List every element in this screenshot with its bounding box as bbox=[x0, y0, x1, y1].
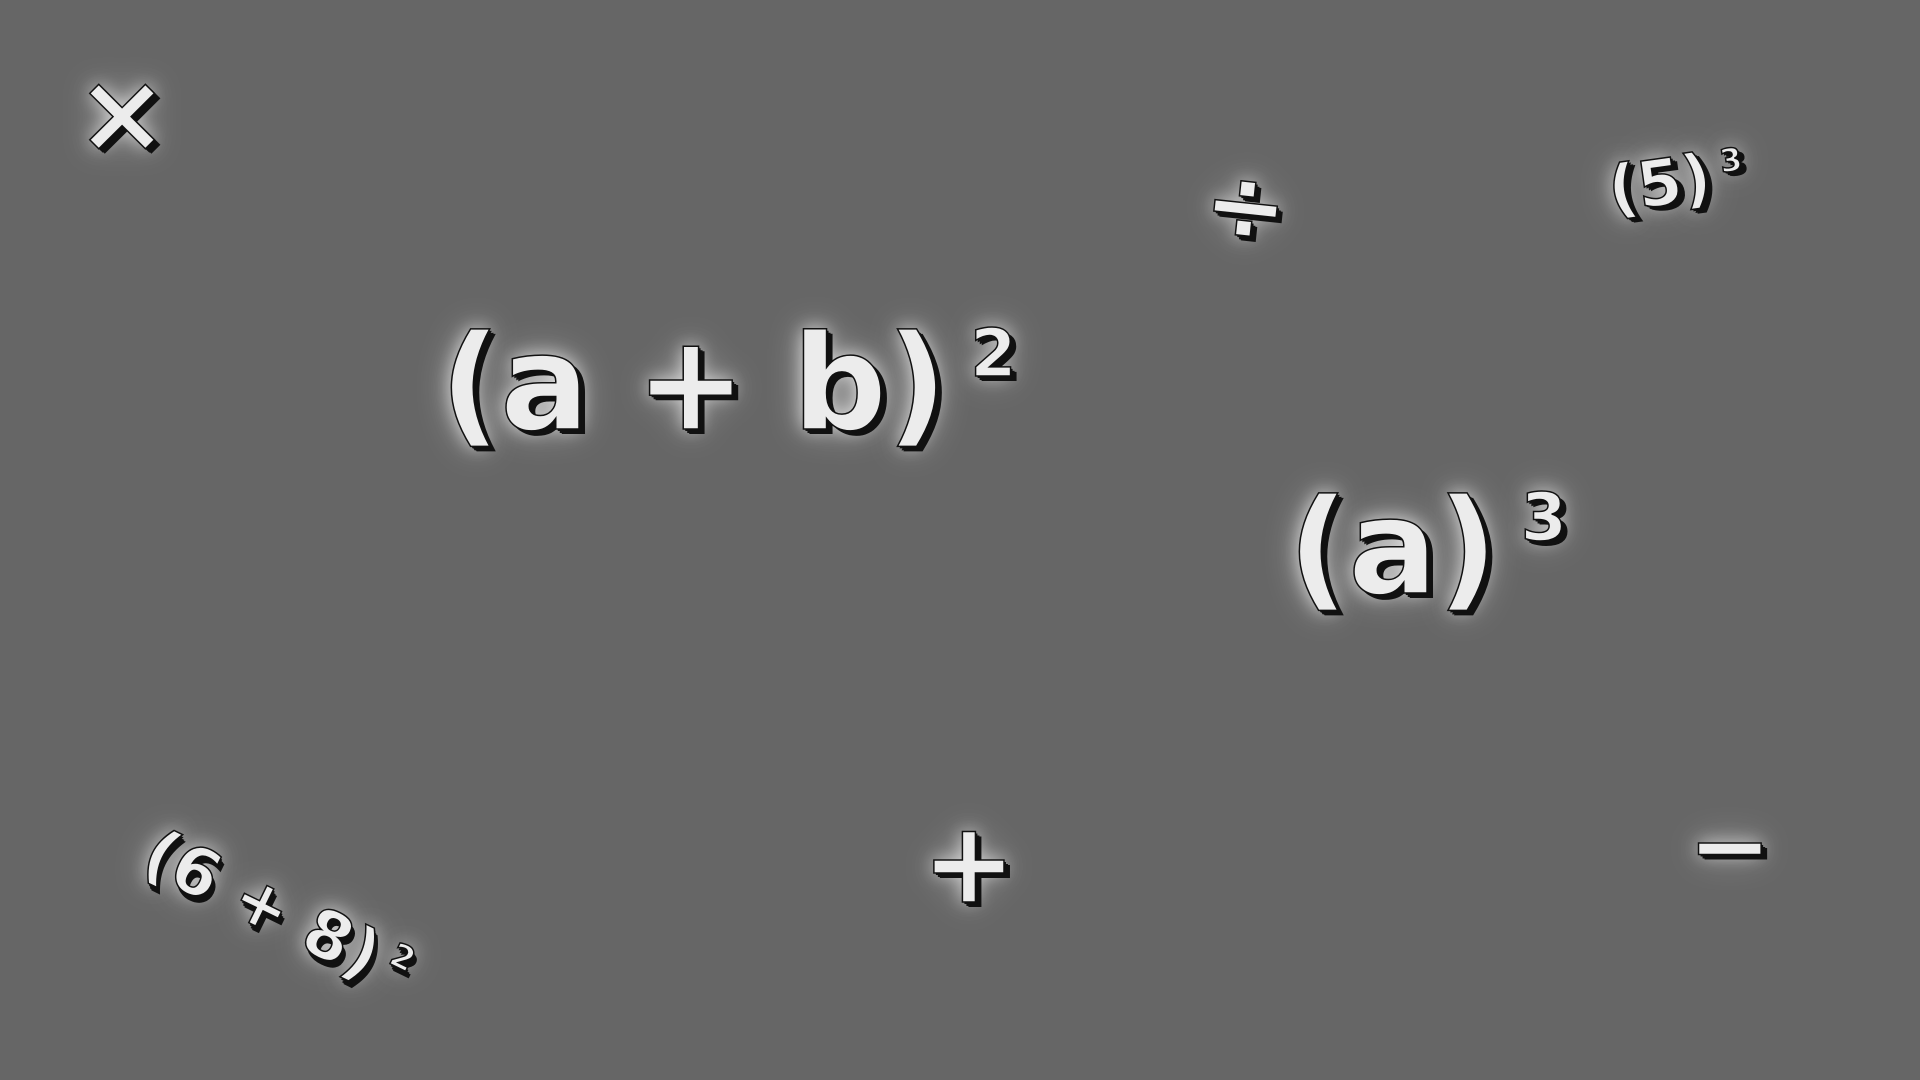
expression-base-close: b) bbox=[792, 307, 948, 461]
expression-five-cubed: (5)3 bbox=[1603, 139, 1748, 229]
expression-exponent: 3 bbox=[1520, 479, 1567, 557]
minus-symbol: − bbox=[1687, 787, 1772, 904]
expression-exponent: 2 bbox=[970, 315, 1017, 393]
expression-base: (6 + 8) bbox=[131, 813, 394, 995]
plus-symbol: + bbox=[921, 799, 1016, 929]
plus-operator: + bbox=[635, 307, 747, 461]
expression-a-cubed: (a) 3 bbox=[1287, 479, 1567, 615]
expression-base: (5) bbox=[1603, 140, 1717, 229]
times-symbol: × bbox=[75, 49, 169, 177]
expression-exponent: 3 bbox=[1716, 139, 1745, 181]
divide-symbol: ÷ bbox=[1197, 142, 1294, 269]
expression-base: (a) bbox=[1287, 471, 1498, 625]
expression-exponent: 2 bbox=[383, 934, 422, 981]
expression-six-plus-eight-squared: (6 + 8)2 bbox=[131, 813, 423, 1005]
expression-a-plus-b-squared: (a + b) 2 bbox=[439, 315, 1017, 451]
expression-base-open: (a bbox=[439, 307, 590, 461]
